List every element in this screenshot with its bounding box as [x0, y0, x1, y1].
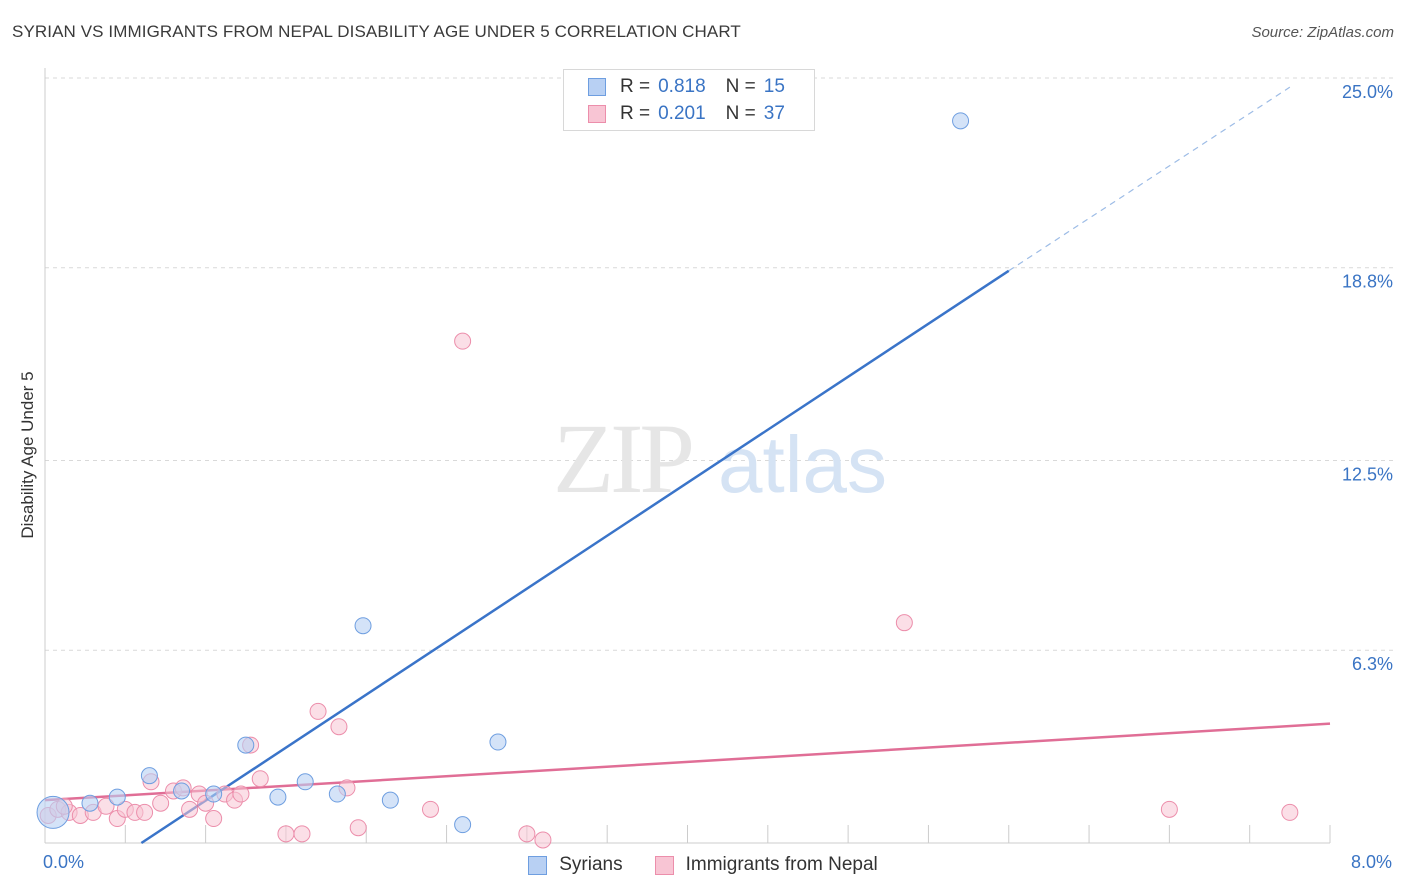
n-value-syrians: 15: [763, 76, 785, 97]
syrians-point-9: [328, 785, 346, 803]
n-label: N =: [725, 103, 756, 124]
syrians-point-5: [205, 785, 223, 803]
nepal-point-34: [1160, 800, 1178, 818]
syrians-legend-swatch: [528, 855, 548, 875]
r-label: R =: [620, 76, 651, 97]
data-points: [36, 112, 1299, 849]
syrians-point-1: [81, 794, 99, 812]
syrians-point-8: [296, 773, 314, 791]
syrians-point-11: [381, 791, 399, 809]
syrians-point-0: [36, 795, 70, 829]
nepal-point-35: [1281, 803, 1299, 821]
nepal-point-23: [277, 825, 295, 843]
syrians-point-3: [140, 767, 158, 785]
stats-legend: R = 0.818 N = 15 R = 0.201 N = 37: [563, 69, 815, 131]
n-value-nepal: 37: [763, 103, 785, 124]
legend-label-nepal: Immigrants from Nepal: [685, 854, 878, 875]
syrians-point-10: [354, 617, 372, 635]
trendline-syrians-extension: [1008, 86, 1291, 272]
nepal-legend-swatch: [654, 855, 674, 875]
y-tick-label-2: 18.8%: [1342, 272, 1393, 292]
syrians-swatch: [588, 78, 606, 96]
legend-item-syrians: Syrians: [528, 854, 623, 876]
watermark-zip: ZIP: [553, 403, 691, 514]
nepal-point-22: [251, 770, 269, 788]
nepal-point-24: [293, 825, 311, 843]
nepal-point-14: [181, 800, 199, 818]
series-legend: Syrians Immigrants from Nepal: [0, 852, 1406, 878]
syrians-point-7: [269, 788, 287, 806]
legend-row-nepal: R = 0.201 N = 37: [588, 101, 785, 127]
syrians-point-6: [237, 736, 255, 754]
legend-item-nepal: Immigrants from Nepal: [654, 854, 878, 876]
x-tick-label-max: 8.0%: [1350, 852, 1392, 872]
syrians-point-14: [952, 112, 970, 130]
nepal-point-31: [518, 825, 536, 843]
nepal-point-20: [232, 785, 250, 803]
y-tick-label-3: 25.0%: [1342, 82, 1393, 102]
watermark-atlas: atlas: [718, 420, 887, 509]
nepal-point-33: [895, 614, 913, 632]
watermark: ZIP atlas: [553, 403, 887, 514]
nepal-point-25: [309, 702, 327, 720]
syrians-point-12: [454, 816, 472, 834]
legend-row-syrians: R = 0.818 N = 15: [588, 74, 785, 100]
x-tick-label-min: 0.0%: [43, 852, 85, 872]
trendline-syrians: [140, 269, 1010, 845]
trendlines: [44, 86, 1331, 845]
syrians-point-13: [489, 733, 507, 751]
nepal-point-17: [205, 810, 223, 828]
nepal-point-11: [152, 794, 170, 812]
nepal-swatch: [588, 105, 606, 123]
r-label: R =: [620, 103, 651, 124]
nepal-point-32: [534, 831, 552, 849]
syrians-point-2: [108, 788, 126, 806]
r-value-nepal: 0.201: [658, 103, 706, 124]
nepal-point-5: [97, 797, 115, 815]
syrians-point-4: [173, 782, 191, 800]
legend-label-syrians: Syrians: [559, 854, 623, 875]
r-value-syrians: 0.818: [658, 76, 706, 97]
nepal-point-9: [136, 803, 154, 821]
nepal-point-29: [422, 800, 439, 818]
trendline-nepal: [44, 722, 1331, 802]
y-tick-label-1: 12.5%: [1342, 465, 1393, 485]
y-axis-tick-labels: 6.3% 12.5% 18.8% 25.0%: [1342, 82, 1393, 674]
chart-title: SYRIAN VS IMMIGRANTS FROM NEPAL DISABILI…: [12, 22, 741, 41]
y-tick-label-0: 6.3%: [1352, 654, 1393, 674]
nepal-point-28: [349, 819, 367, 837]
nepal-point-26: [330, 718, 348, 736]
nepal-point-30: [454, 332, 472, 350]
n-label: N =: [725, 76, 756, 97]
x-axis-ticks: [44, 825, 1331, 843]
source-label: Source: ZipAtlas.com: [1251, 24, 1394, 41]
